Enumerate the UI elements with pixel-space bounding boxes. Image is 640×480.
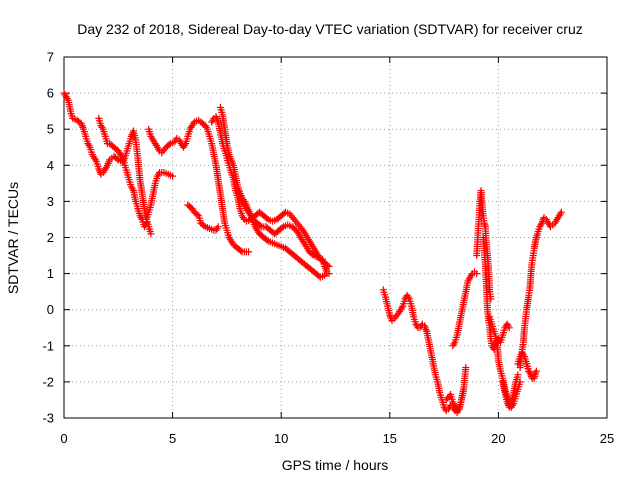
data-point <box>460 385 468 393</box>
x-axis-label: GPS time / hours <box>282 457 389 473</box>
y-axis-label: SDTVAR / TECUs <box>5 182 21 294</box>
data-point <box>422 326 430 334</box>
x-tick-labels: 0 5 10 15 20 25 <box>60 431 614 446</box>
chart-title: Day 232 of 2018, Sidereal Day-to-day VTE… <box>77 21 583 37</box>
data-point <box>165 141 173 149</box>
y-tick-label: 2 <box>47 230 54 245</box>
data-point <box>128 185 136 193</box>
data-point <box>155 170 162 178</box>
x-tick-label: 0 <box>60 431 67 446</box>
y-tick-label: 7 <box>47 50 54 65</box>
y-tick-label: 6 <box>47 86 54 101</box>
data-point <box>532 367 540 375</box>
x-tick-label: 25 <box>600 431 614 446</box>
data-point <box>505 324 513 332</box>
y-tick-label: 0 <box>47 302 54 317</box>
data-point <box>98 123 106 131</box>
y-tick-label: -3 <box>42 411 54 426</box>
y-tick-labels: -3 -2 -1 0 1 2 3 4 5 6 7 <box>42 50 54 426</box>
data-point <box>214 223 222 231</box>
data-point <box>278 224 286 232</box>
x-tick-label: 5 <box>169 431 176 446</box>
data-point <box>473 270 481 278</box>
data-point <box>308 250 316 258</box>
data-point <box>213 225 221 232</box>
y-tick-label: 1 <box>47 266 54 281</box>
x-tick-label: 10 <box>274 431 288 446</box>
plot-frame <box>63 56 608 419</box>
data-point <box>557 208 565 216</box>
y-tick-label: 3 <box>47 194 54 209</box>
data-point <box>193 211 201 219</box>
data-point <box>147 230 155 238</box>
data-point <box>325 270 333 278</box>
data-point <box>169 172 177 180</box>
data-point <box>450 340 458 348</box>
data-point <box>256 222 264 229</box>
data-point <box>214 116 221 124</box>
data-point <box>462 364 470 371</box>
y-tick-label: -1 <box>42 338 54 353</box>
data-point <box>514 371 522 379</box>
data-point <box>237 247 245 255</box>
data-point <box>245 248 253 256</box>
x-tick-label: 20 <box>491 431 505 446</box>
data-point <box>200 222 208 229</box>
y-tick-label: 5 <box>47 122 54 137</box>
y-tick-label: 4 <box>47 158 54 173</box>
data-points <box>60 89 565 417</box>
y-tick-label: -2 <box>42 374 54 389</box>
data-point <box>263 214 271 222</box>
data-point <box>263 236 271 244</box>
x-tick-label: 15 <box>383 431 397 446</box>
